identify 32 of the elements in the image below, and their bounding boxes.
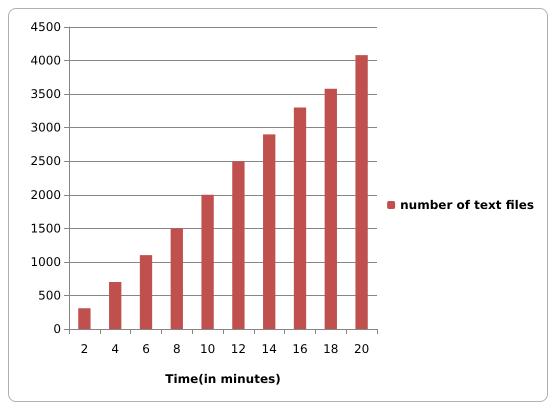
x-tick-label: 6 [142, 342, 150, 356]
x-axis-title: Time(in minutes) [165, 372, 281, 386]
y-tick-label: 2000 [30, 188, 61, 202]
bar [201, 194, 214, 329]
x-tick-label: 12 [230, 342, 246, 356]
y-tick-label: 500 [38, 288, 61, 302]
bar [263, 134, 276, 329]
y-tick-label: 2500 [30, 154, 61, 168]
x-tick-label: 16 [292, 342, 308, 356]
x-tick-label: 18 [323, 342, 338, 356]
x-tick-label: 2 [80, 342, 88, 356]
y-tick-label: 1000 [30, 254, 61, 269]
bar [294, 108, 306, 329]
bar [170, 228, 183, 329]
x-tick-label: 14 [262, 342, 277, 356]
y-tick-label: 4000 [30, 54, 61, 68]
y-tick-label: 3000 [30, 120, 61, 135]
x-tick-label: 10 [200, 342, 216, 356]
bar [324, 88, 337, 329]
x-tick-label: 4 [111, 342, 120, 356]
x-tick-label: 20 [354, 342, 370, 356]
legend-label: number of text files [400, 198, 534, 212]
y-tick-label: 4500 [30, 20, 61, 34]
bar [140, 255, 152, 329]
x-tick-label: 8 [172, 342, 181, 356]
y-tick-label: 0 [53, 322, 61, 336]
bar [355, 55, 368, 329]
bar [232, 161, 245, 329]
bar [109, 282, 122, 329]
y-tick-label: 1500 [30, 221, 61, 236]
bar [78, 308, 91, 329]
y-tick-label: 3500 [30, 87, 61, 102]
